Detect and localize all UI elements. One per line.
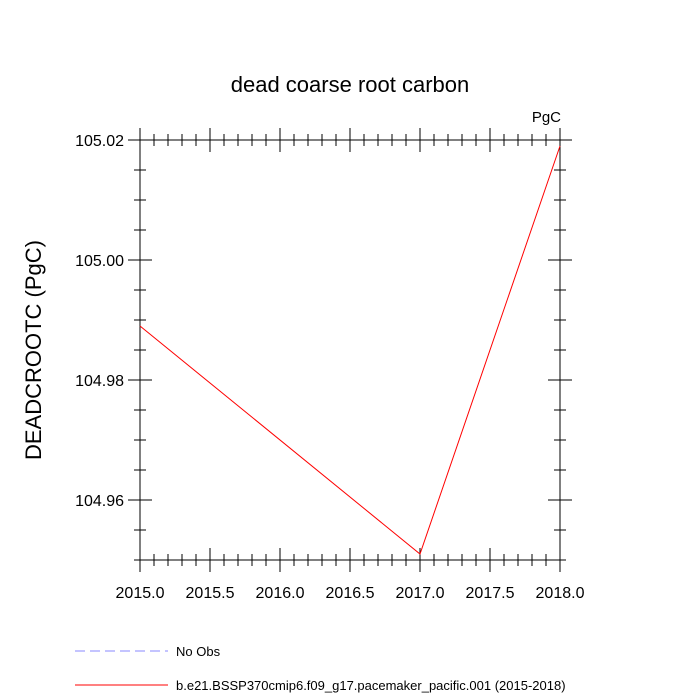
x-tick-label: 2017.5 bbox=[466, 585, 515, 602]
y-tick-label: 105.00 bbox=[75, 253, 124, 270]
legend: No Obs b.e21.BSSP370cmip6.f09_g17.pacemak… bbox=[75, 644, 566, 693]
x-tick-label: 2015.0 bbox=[116, 585, 165, 602]
y-axis-label: DEADCROOTC (PgC) bbox=[21, 240, 46, 460]
axis-tick-labels: 2015.0 2015.5 2016.0 2016.5 2017.0 2017.5 2018… bbox=[75, 133, 585, 602]
legend-label-0: No Obs bbox=[176, 644, 221, 659]
x-tick-label: 2018.0 bbox=[536, 585, 585, 602]
x-tick-label: 2017.0 bbox=[396, 585, 445, 602]
x-tick-label: 2016.0 bbox=[256, 585, 305, 602]
y-tick-label: 105.02 bbox=[75, 133, 124, 150]
axis-ticks bbox=[128, 128, 572, 572]
y-tick-label: 104.98 bbox=[75, 373, 124, 390]
x-tick-label: 2015.5 bbox=[186, 585, 235, 602]
legend-label-1: b.e21.BSSP370cmip6.f09_g17.pacemaker_pac… bbox=[176, 678, 566, 693]
units-label: PgC bbox=[532, 109, 561, 126]
x-tick-label: 2016.5 bbox=[326, 585, 375, 602]
chart-title: dead coarse root carbon bbox=[231, 72, 470, 97]
series-lines bbox=[139, 145, 561, 555]
y-tick-label: 104.96 bbox=[75, 493, 124, 510]
series-line-1 bbox=[139, 145, 561, 555]
